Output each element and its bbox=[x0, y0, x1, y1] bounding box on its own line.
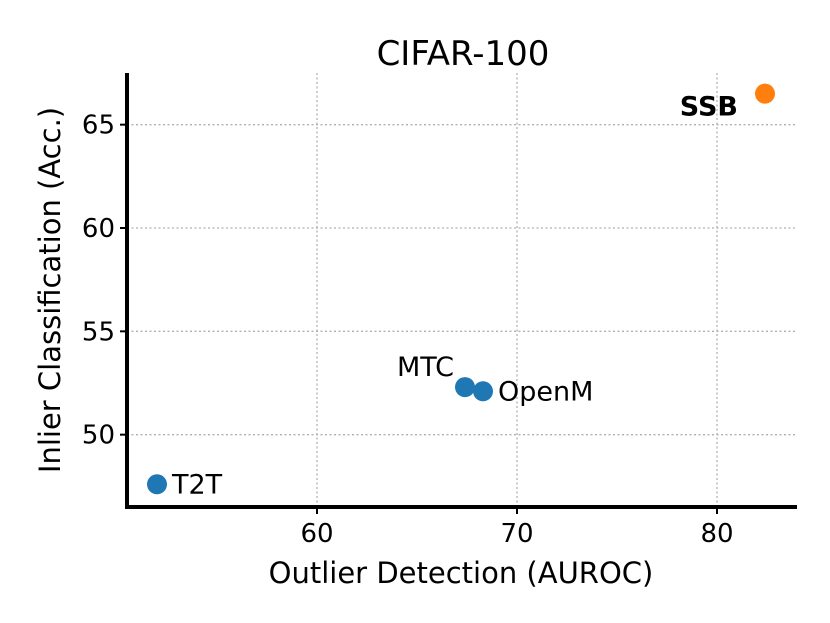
x-axis-label: Outlier Detection (AUROC) bbox=[269, 556, 654, 590]
x-tick-label-80: 80 bbox=[700, 519, 733, 549]
point-openm bbox=[473, 381, 493, 402]
y-tick-label-50: 50 bbox=[82, 421, 115, 451]
point-label-t2t: T2T bbox=[171, 469, 223, 500]
point-mtc bbox=[455, 377, 475, 398]
point-label-mtc: MTC bbox=[397, 352, 454, 383]
point-ssb bbox=[755, 83, 775, 104]
y-axis-label: Inlier Classification (Acc.) bbox=[33, 107, 67, 473]
y-tick-label-55: 55 bbox=[82, 317, 115, 347]
chart-title: CIFAR-100 bbox=[377, 34, 550, 74]
data-points: T2T MTC OpenM SSB bbox=[147, 83, 775, 500]
y-tick-label-65: 65 bbox=[82, 111, 115, 141]
x-tick-label-70: 70 bbox=[500, 519, 533, 549]
x-tick-label-60: 60 bbox=[300, 519, 333, 549]
point-label-openm: OpenM bbox=[498, 376, 593, 407]
axis-ticks: 60 70 80 50 55 60 65 bbox=[82, 111, 734, 549]
y-tick-label-60: 60 bbox=[82, 214, 115, 244]
grid bbox=[127, 73, 797, 507]
point-t2t bbox=[147, 474, 167, 495]
point-label-ssb: SSB bbox=[680, 92, 738, 123]
